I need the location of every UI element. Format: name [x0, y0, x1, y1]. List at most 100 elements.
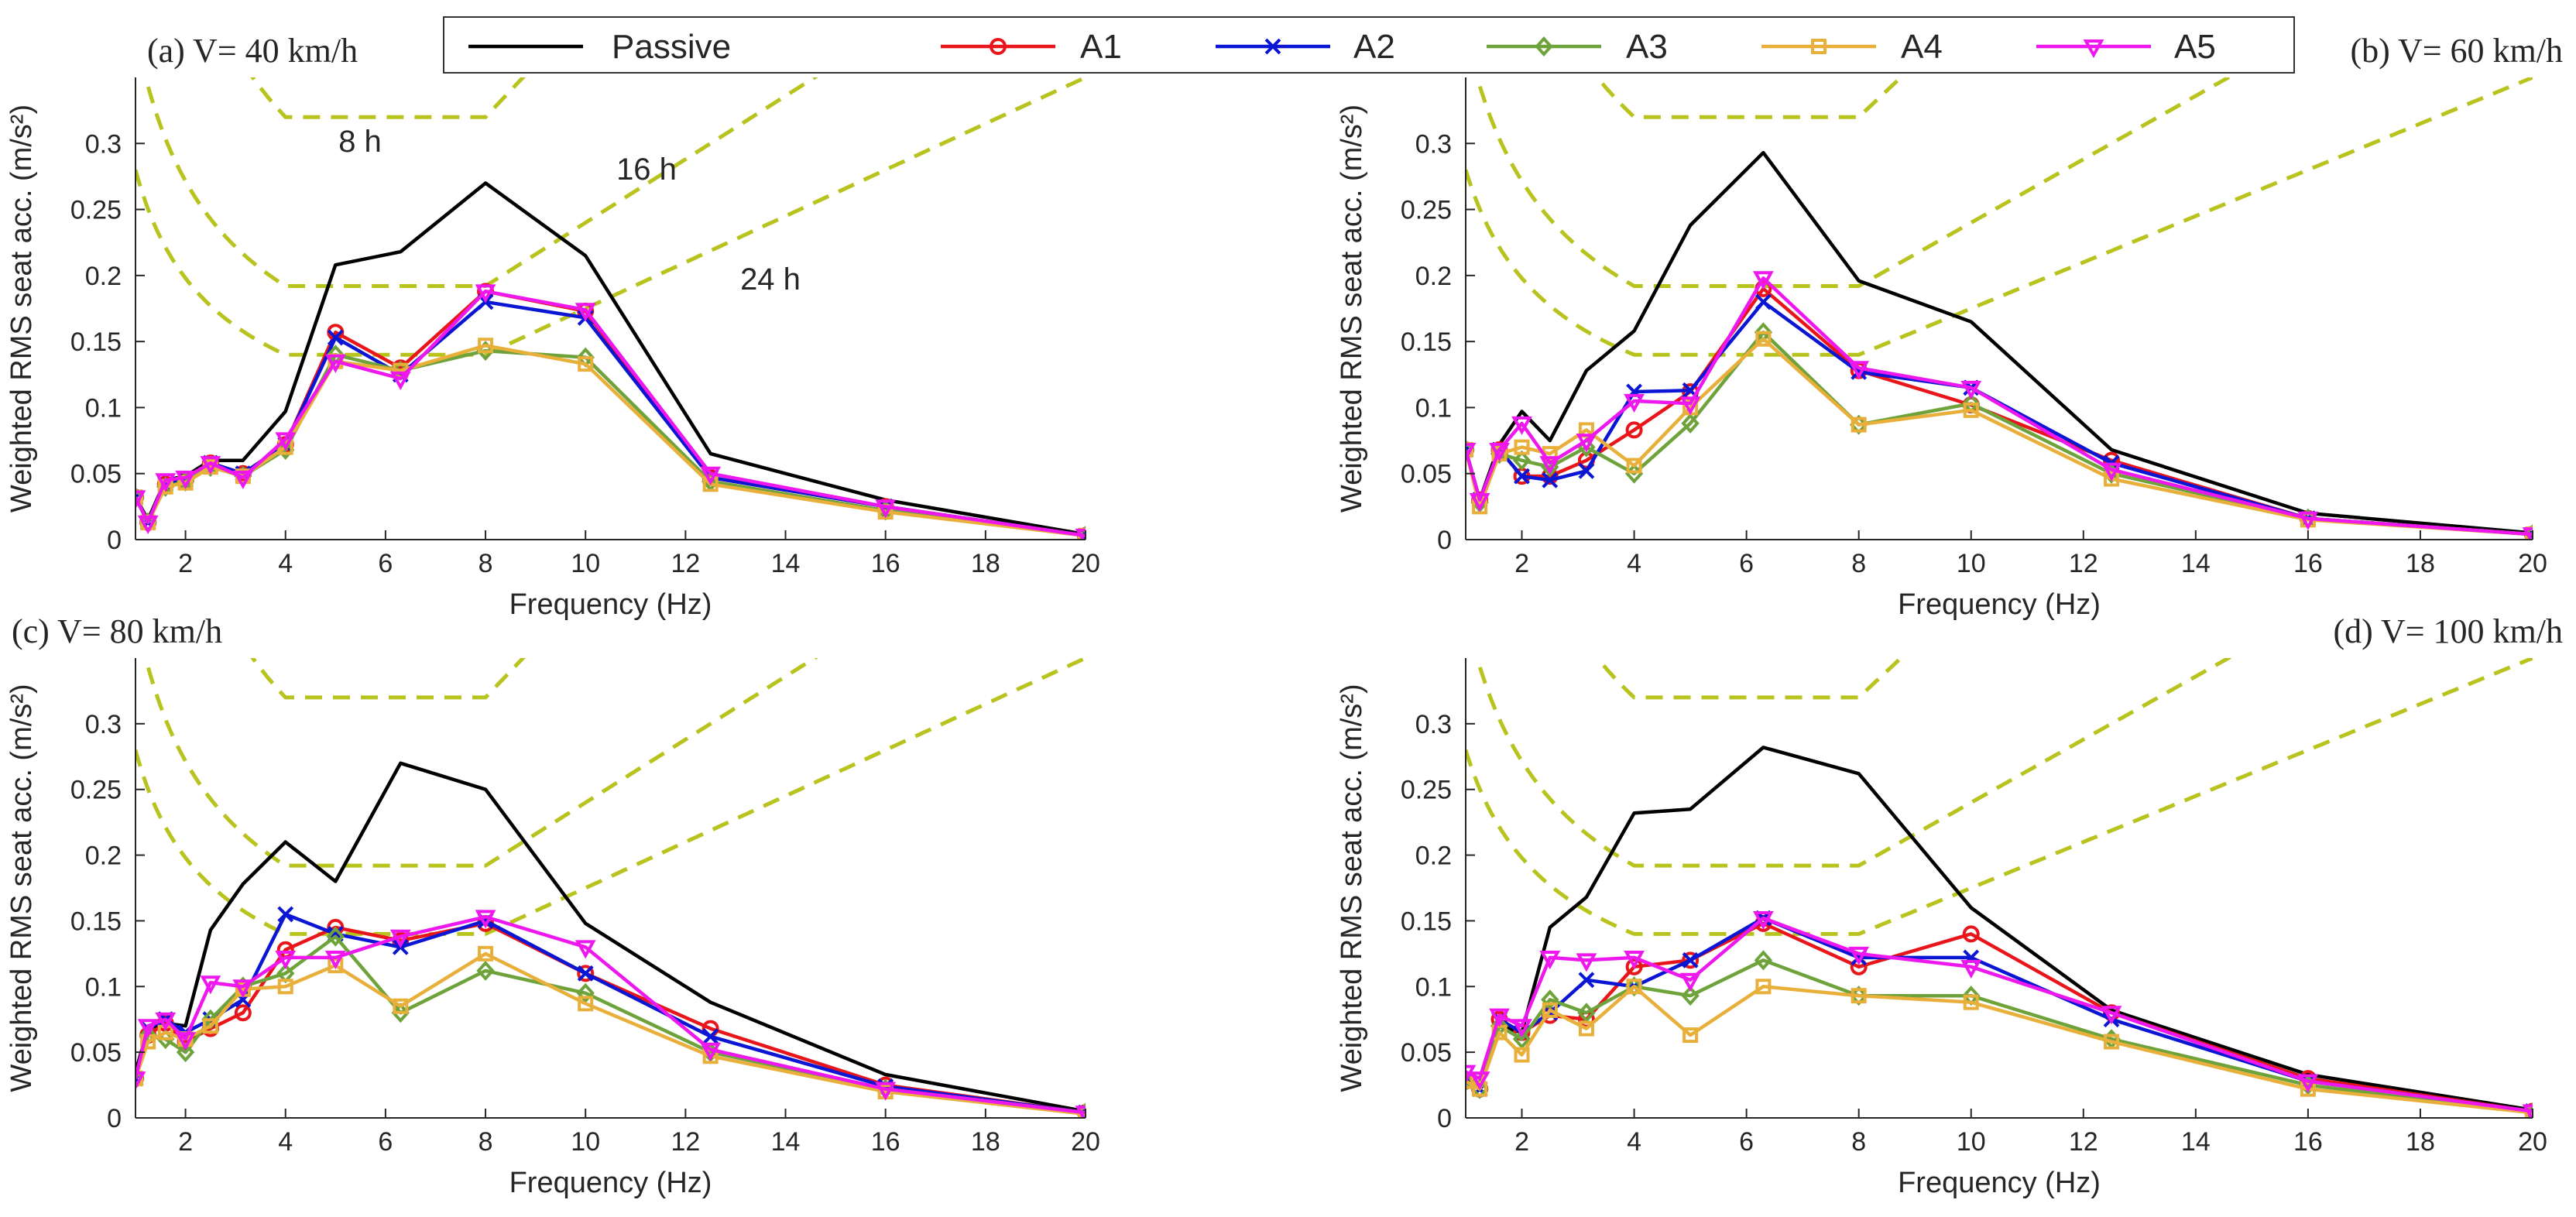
series-line-a5	[1466, 276, 2533, 537]
data-point-a3	[476, 960, 495, 981]
chart-panel-4: 2 4 6 8 10 12 14 16 18 20 0 0.05 0.1 0.15 0.2 0.25 0.3 Fr…	[1336, 612, 2563, 1199]
data-point-a5	[135, 490, 146, 509]
data-point-a5	[1489, 443, 1510, 462]
chart-panel-2: 2 4 6 8 10 12 14 16 18 20 0 0.05 0.1 0.15 0.2 0.25 0.3 Fr…	[1336, 32, 2563, 621]
series-line-a1	[1466, 286, 2533, 537]
series-group	[1466, 746, 2533, 1118]
x-axis-label: Frequency (Hz)	[1898, 588, 2101, 621]
data-point-a5	[1624, 950, 1645, 970]
x-tick-label: 20	[2518, 549, 2547, 578]
data-point-a5	[1848, 361, 1870, 380]
data-point-a4	[1755, 331, 1772, 347]
x-tick-label: 8	[478, 1127, 493, 1157]
y-tick-label: 0.2	[85, 842, 122, 871]
data-point-a5	[1960, 380, 1982, 399]
series-line-passive	[135, 181, 1086, 537]
y-tick-label: 0.15	[70, 327, 122, 357]
x-tick-label: 8	[1851, 549, 1866, 578]
x-tick-label: 18	[2406, 1127, 2435, 1157]
data-point-a5	[475, 284, 496, 303]
comfort-boundary-line	[250, 658, 526, 700]
data-point-a2	[327, 329, 344, 346]
x-tick-label: 8	[1851, 1127, 1866, 1157]
data-point-a5	[324, 354, 346, 373]
comfort-boundary-line	[135, 77, 1086, 357]
x-tick-label: 14	[2181, 1127, 2211, 1157]
data-point-a4	[2104, 471, 2120, 487]
data-point-a4	[1542, 1002, 1558, 1018]
series-line-a4	[1466, 985, 2533, 1115]
data-point-a5	[2101, 1006, 2122, 1025]
data-point-a5	[2101, 462, 2122, 482]
x-tick-label: 14	[771, 549, 801, 578]
series-line-a4	[135, 344, 1086, 538]
data-point-a2	[1514, 468, 1530, 485]
x-tick-label: 2	[178, 1127, 193, 1157]
legend-box	[443, 16, 2295, 74]
data-point-a5	[1075, 528, 1086, 540]
data-point-a5	[1511, 416, 1532, 436]
legend-item-a4: A4	[1761, 28, 1943, 66]
x-tick-label: 6	[378, 549, 393, 578]
comfort-duration-label: 16 h	[616, 153, 677, 187]
data-point-a5	[137, 515, 159, 534]
panel-title: (a) V= 40 km/h	[147, 32, 358, 70]
x-tick-label: 20	[2518, 1127, 2547, 1157]
data-point-a4	[1514, 1047, 1530, 1063]
data-point-a5	[1960, 959, 1982, 979]
y-tick-label: 0.3	[1415, 710, 1452, 739]
y-tick-label: 0.1	[1415, 393, 1452, 423]
data-point-a5	[700, 1042, 722, 1061]
x-tick-label: 20	[1071, 549, 1100, 578]
series-line-a3	[1466, 330, 2533, 537]
legend-label: A4	[1901, 28, 1943, 66]
x-tick-label: 8	[478, 549, 493, 578]
y-tick-label: 0.25	[70, 196, 122, 225]
data-point-a4	[478, 945, 494, 962]
data-point-a5	[1576, 953, 1597, 972]
comfort-boundary-line	[143, 658, 818, 868]
data-point-a5	[389, 371, 411, 391]
data-point-a4	[1963, 402, 1979, 418]
data-point-a2	[1682, 951, 1699, 968]
data-point-a5	[1679, 396, 1701, 416]
data-point-a4	[2104, 1034, 2120, 1050]
data-point-a5	[875, 1082, 897, 1101]
x-tick-label: 2	[178, 549, 193, 578]
data-point-a4	[578, 996, 594, 1012]
data-point-a4	[1851, 988, 1867, 1004]
data-point-a5	[232, 470, 254, 489]
legend-label: Passive	[612, 28, 731, 66]
x-tick-label: 6	[1739, 549, 1754, 578]
comfort-boundary-line	[1475, 658, 2233, 868]
data-point-a5	[135, 1071, 146, 1091]
data-point-a1	[1962, 925, 1980, 943]
data-point-a4	[202, 1018, 218, 1034]
data-point-a4	[2525, 1105, 2533, 1118]
data-point-a1	[1625, 421, 1643, 439]
data-point-a4	[1755, 979, 1772, 995]
data-point-a5	[1539, 950, 1561, 970]
legend-marker	[990, 38, 1007, 55]
data-point-a5	[324, 950, 346, 970]
data-point-a5	[1511, 1019, 1532, 1038]
data-point-a2	[577, 965, 594, 982]
legend-item-a5: A5	[2036, 28, 2216, 66]
panel-title: (d) V= 100 km/h	[2333, 612, 2563, 650]
y-tick-label: 0	[107, 1104, 122, 1133]
legend-marker	[1264, 38, 1281, 55]
y-tick-label: 0.2	[1415, 842, 1452, 871]
x-tick-label: 18	[971, 1127, 1000, 1157]
data-point-a3	[1541, 989, 1559, 1010]
data-point-a1	[234, 1004, 252, 1022]
y-tick-label: 0.15	[1401, 907, 1452, 936]
data-point-a5	[2297, 511, 2319, 530]
x-tick-label: 12	[671, 549, 700, 578]
data-point-a4	[702, 476, 719, 492]
x-tick-label: 10	[571, 549, 600, 578]
data-point-a5	[575, 303, 596, 322]
series-line-a1	[135, 290, 1086, 538]
data-point-a4	[478, 338, 494, 354]
data-point-a4	[1626, 458, 1642, 474]
data-point-a5	[1466, 443, 1477, 462]
